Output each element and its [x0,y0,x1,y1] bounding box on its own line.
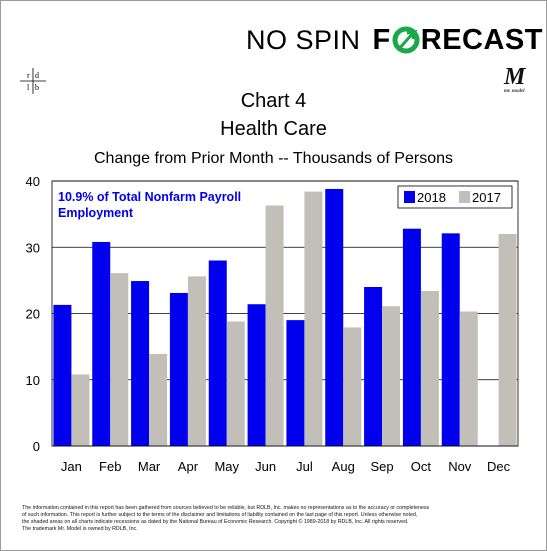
brand-forecast-suffix: RECAST [420,23,543,56]
bar-2018 [247,304,266,446]
disclaimer-line-4: The trademark Mr. Model is owned by RDLB… [22,526,138,532]
y-tick-label: 30 [26,240,40,255]
svg-text:M: M [503,64,527,90]
bar-2018 [402,228,421,446]
bar-2017 [265,205,284,446]
bar-2017 [71,374,90,446]
bar-2017 [382,306,401,446]
brand-forecast-prefix: F [372,23,391,56]
svg-text:r: r [27,71,30,80]
chart-title-2: Health Care [220,118,327,140]
x-tick-label: Jan [61,459,82,474]
mr-model-logo: M mr. model [500,62,532,94]
bar-2018 [92,241,111,446]
x-tick-label: Nov [448,459,472,474]
svg-text:b: b [35,83,39,92]
x-tick-label: Mar [138,459,161,474]
x-tick-label: May [214,459,239,474]
bar-2017 [420,290,439,446]
brand-left-text: NO SPIN [246,24,361,55]
mr-model-icon: M mr. model [503,64,527,94]
legend-label-2018: 2018 [417,190,446,205]
bar-2018 [53,304,72,446]
bar-2017 [187,276,206,446]
forecast-compass-icon [392,26,420,54]
bar-2017 [459,311,478,446]
rdlb-logo: r d l b [20,68,46,94]
bar-2017 [110,273,129,446]
plot-border [51,180,519,447]
bar-2018 [131,281,150,446]
brand-forecast: F RECAST [373,24,543,57]
legend-swatch-2017 [459,191,470,203]
y-tick-label: 0 [33,439,40,454]
chart-title: Chart 4 [240,90,307,112]
x-tick-label: Jul [296,459,313,474]
brand-wordmark: NO SPIN F RECAST [246,20,543,60]
x-tick-label: Aug [332,459,355,474]
y-tick-label: 10 [26,373,40,388]
bar-2017 [226,321,245,446]
bar-2017 [149,353,168,446]
bar-2018 [441,233,460,446]
bar-2018 [325,188,344,446]
legend-box [397,185,513,209]
disclaimer-line-2: of such information. This report is furt… [22,512,418,518]
disclaimer-line-3: the shaded areas on all charts indicate … [22,519,409,525]
bar-2017 [304,191,323,446]
x-tick-label: Feb [99,459,121,474]
x-tick-label: Apr [178,459,199,474]
legend-swatch-2018 [404,191,415,203]
x-tick-label: Dec [487,459,511,474]
legend-label-2017: 2017 [472,190,501,205]
x-tick-label: Jun [255,459,276,474]
y-tick-label: 20 [26,307,40,322]
svg-text:l: l [27,83,30,92]
disclaimer-line-1: The information contained in this report… [22,505,430,511]
annotation-line-1: 10.9% of Total Nonfarm Payroll [58,190,241,204]
rdlb-mark-icon: r d l b [20,68,46,94]
bar-2018 [364,287,383,446]
bar-2018 [286,320,305,446]
bar-chart: 0 10 20 30 40 Jan Feb Mar Apr May Jun Jul Aug Sep Oct N… [26,174,519,474]
annotation-line-2: Employment [58,206,134,220]
disclaimer: The information contained in this report… [22,505,532,533]
bar-2017 [343,327,362,446]
y-tick-label: 40 [26,174,40,189]
svg-text:d: d [35,71,39,80]
bar-2018 [169,292,188,446]
x-tick-label: Sep [371,459,394,474]
bar-2018 [208,260,227,446]
chart-subtitle: Change from Prior Month -- Thousands of … [94,150,453,167]
bar-2017 [498,234,517,446]
x-tick-label: Oct [411,459,432,474]
svg-text:mr. model: mr. model [504,89,525,94]
